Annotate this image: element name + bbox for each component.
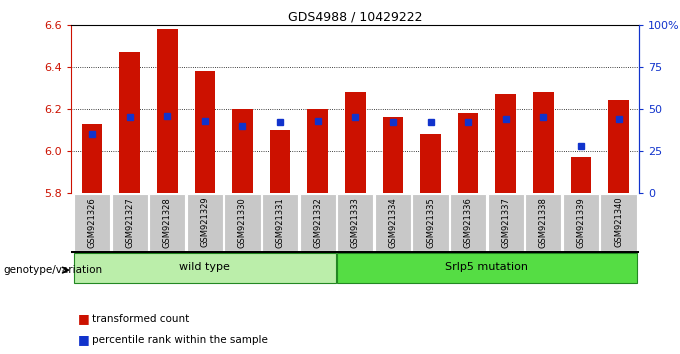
FancyBboxPatch shape	[563, 194, 599, 251]
Bar	[232, 109, 253, 193]
FancyBboxPatch shape	[300, 194, 336, 251]
Text: GSM921329: GSM921329	[201, 197, 209, 247]
Text: Srlp5 mutation: Srlp5 mutation	[445, 262, 528, 273]
Bar	[307, 109, 328, 193]
Text: GSM921328: GSM921328	[163, 197, 172, 247]
FancyBboxPatch shape	[488, 194, 524, 251]
FancyBboxPatch shape	[600, 194, 636, 251]
Bar	[120, 52, 140, 193]
Text: ■: ■	[78, 312, 90, 325]
Text: GSM921331: GSM921331	[275, 197, 285, 247]
FancyBboxPatch shape	[74, 194, 110, 251]
Bar	[495, 94, 516, 193]
FancyBboxPatch shape	[112, 194, 148, 251]
FancyBboxPatch shape	[224, 194, 260, 251]
Text: GSM921339: GSM921339	[577, 197, 585, 247]
FancyBboxPatch shape	[337, 194, 373, 251]
Text: GSM921326: GSM921326	[88, 197, 97, 247]
FancyBboxPatch shape	[187, 194, 223, 251]
Text: GSM921327: GSM921327	[125, 197, 134, 247]
Text: GSM921338: GSM921338	[539, 197, 548, 247]
Text: GSM921330: GSM921330	[238, 197, 247, 247]
Bar	[345, 92, 366, 193]
Text: percentile rank within the sample: percentile rank within the sample	[92, 335, 268, 345]
FancyBboxPatch shape	[74, 253, 336, 283]
FancyBboxPatch shape	[262, 194, 298, 251]
FancyBboxPatch shape	[149, 194, 186, 251]
FancyBboxPatch shape	[337, 253, 636, 283]
Bar	[383, 117, 403, 193]
Bar	[458, 113, 479, 193]
Bar	[608, 101, 629, 193]
Text: GSM921333: GSM921333	[351, 197, 360, 247]
Bar	[420, 134, 441, 193]
Bar	[533, 92, 554, 193]
Text: wild type: wild type	[180, 262, 231, 273]
FancyBboxPatch shape	[525, 194, 562, 251]
Text: GSM921336: GSM921336	[464, 197, 473, 247]
Text: GSM921334: GSM921334	[388, 197, 397, 247]
Bar	[270, 130, 290, 193]
Text: GSM921340: GSM921340	[614, 197, 623, 247]
Bar	[157, 29, 177, 193]
Text: ■: ■	[78, 333, 90, 346]
Bar	[194, 71, 216, 193]
FancyBboxPatch shape	[413, 194, 449, 251]
FancyBboxPatch shape	[450, 194, 486, 251]
Text: GSM921335: GSM921335	[426, 197, 435, 247]
Text: GSM921337: GSM921337	[501, 197, 510, 247]
Text: genotype/variation: genotype/variation	[3, 265, 103, 275]
Text: GSM921332: GSM921332	[313, 197, 322, 247]
Bar	[571, 157, 591, 193]
Bar	[82, 124, 103, 193]
Text: transformed count: transformed count	[92, 314, 189, 324]
Title: GDS4988 / 10429222: GDS4988 / 10429222	[288, 11, 422, 24]
FancyBboxPatch shape	[375, 194, 411, 251]
